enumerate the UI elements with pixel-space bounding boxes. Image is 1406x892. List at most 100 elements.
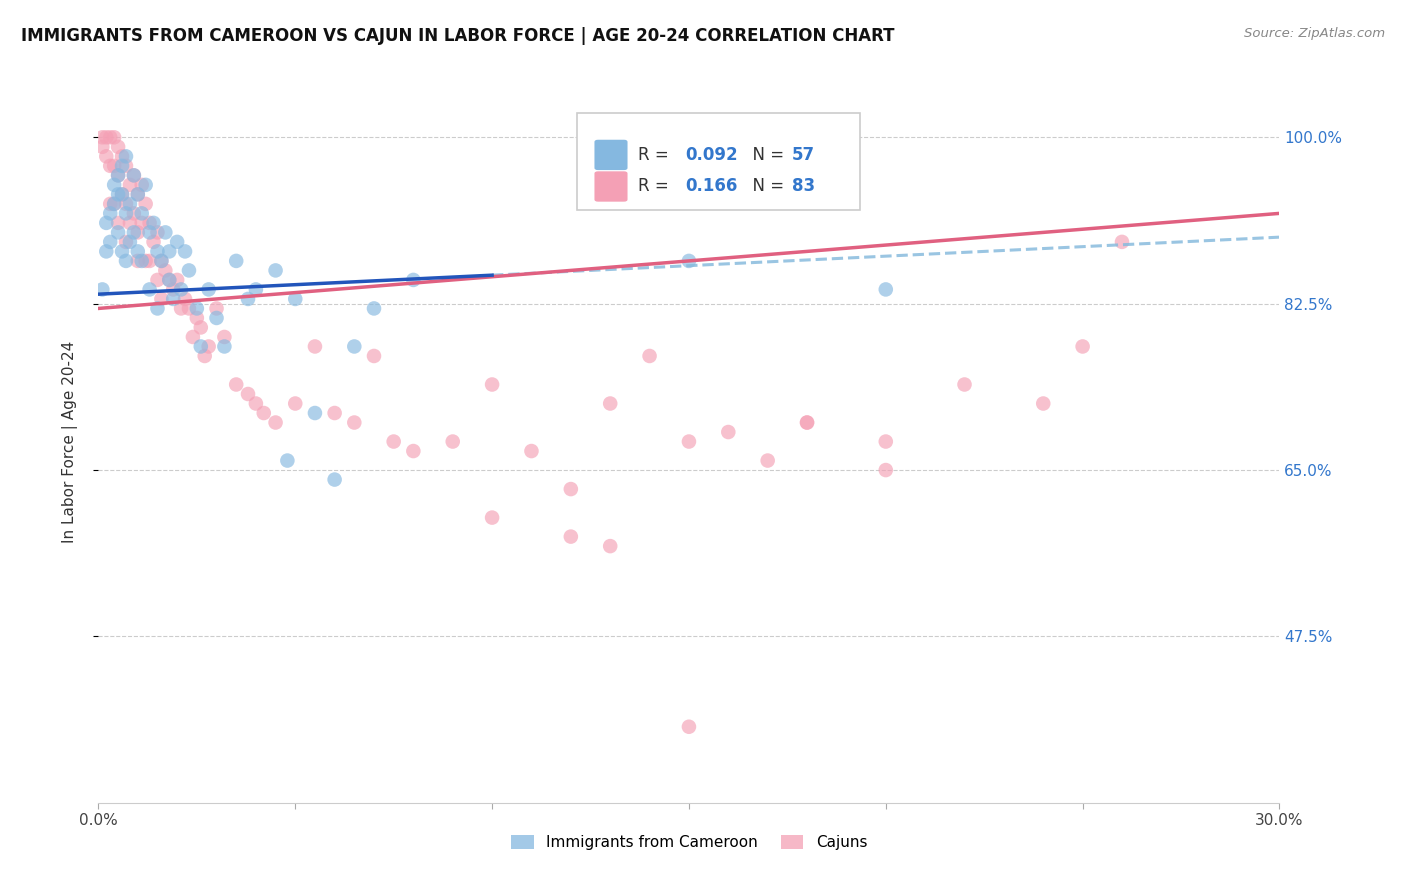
Point	[150, 292, 173, 306]
Point	[284, 396, 307, 410]
Point	[402, 273, 425, 287]
Point	[103, 159, 125, 173]
Text: 83: 83	[792, 178, 815, 195]
Point	[363, 301, 385, 316]
Point	[115, 149, 138, 163]
Point	[96, 216, 118, 230]
Point	[98, 130, 121, 145]
Point	[122, 226, 145, 240]
Point	[1032, 396, 1054, 410]
Point	[91, 130, 114, 145]
Point	[875, 463, 897, 477]
Text: IMMIGRANTS FROM CAMEROON VS CAJUN IN LABOR FORCE | AGE 20-24 CORRELATION CHART: IMMIGRANTS FROM CAMEROON VS CAJUN IN LAB…	[21, 27, 894, 45]
Point	[441, 434, 464, 449]
Point	[118, 178, 141, 192]
Point	[481, 377, 503, 392]
Point	[363, 349, 385, 363]
Point	[197, 282, 219, 296]
Point	[284, 292, 307, 306]
Point	[146, 273, 169, 287]
Point	[520, 444, 543, 458]
Point	[190, 339, 212, 353]
Point	[115, 159, 138, 173]
Point	[796, 416, 818, 430]
Point	[236, 387, 259, 401]
Point	[323, 473, 346, 487]
Point	[177, 301, 200, 316]
Point	[115, 197, 138, 211]
Point	[382, 434, 405, 449]
Point	[205, 310, 228, 325]
Point	[214, 339, 236, 353]
Point	[107, 169, 129, 183]
Point	[96, 130, 118, 145]
Point	[111, 159, 134, 173]
Point	[142, 216, 165, 230]
Point	[245, 396, 267, 410]
Point	[197, 339, 219, 353]
Point	[115, 206, 138, 220]
Point	[1111, 235, 1133, 249]
Point	[103, 178, 125, 192]
Point	[157, 273, 180, 287]
Point	[131, 216, 153, 230]
Point	[323, 406, 346, 420]
Point	[98, 235, 121, 249]
Point	[599, 396, 621, 410]
Text: N =: N =	[742, 146, 789, 164]
Point	[98, 206, 121, 220]
Point	[166, 235, 188, 249]
Point	[875, 282, 897, 296]
Point	[186, 310, 208, 325]
Legend: Immigrants from Cameroon, Cajuns: Immigrants from Cameroon, Cajuns	[505, 830, 873, 856]
Point	[131, 178, 153, 192]
Text: R =: R =	[638, 146, 673, 164]
Point	[177, 263, 200, 277]
Point	[115, 235, 138, 249]
Point	[118, 197, 141, 211]
Point	[214, 330, 236, 344]
Point	[91, 282, 114, 296]
Point	[150, 253, 173, 268]
Point	[91, 140, 114, 154]
Point	[127, 226, 149, 240]
Point	[678, 434, 700, 449]
Point	[122, 169, 145, 183]
Text: 0.092: 0.092	[685, 146, 738, 164]
Point	[103, 197, 125, 211]
Text: N =: N =	[742, 178, 789, 195]
Point	[103, 130, 125, 145]
FancyBboxPatch shape	[576, 112, 860, 211]
Point	[253, 406, 276, 420]
Point	[122, 169, 145, 183]
Point	[96, 149, 118, 163]
Point	[304, 406, 326, 420]
Point	[343, 339, 366, 353]
Point	[135, 178, 157, 192]
Point	[138, 282, 160, 296]
Point	[135, 197, 157, 211]
Point	[194, 349, 217, 363]
FancyBboxPatch shape	[595, 140, 627, 170]
Point	[170, 301, 193, 316]
Point	[111, 149, 134, 163]
Point	[875, 434, 897, 449]
Point	[155, 226, 177, 240]
Text: 0.166: 0.166	[685, 178, 738, 195]
Text: R =: R =	[638, 178, 673, 195]
Point	[560, 530, 582, 544]
Point	[560, 482, 582, 496]
Point	[225, 253, 247, 268]
Point	[481, 510, 503, 524]
Point	[205, 301, 228, 316]
Text: 57: 57	[792, 146, 815, 164]
Point	[138, 226, 160, 240]
Point	[146, 301, 169, 316]
Point	[107, 187, 129, 202]
Point	[638, 349, 661, 363]
Point	[155, 263, 177, 277]
Point	[111, 187, 134, 202]
Point	[111, 187, 134, 202]
Point	[343, 416, 366, 430]
Point	[127, 187, 149, 202]
